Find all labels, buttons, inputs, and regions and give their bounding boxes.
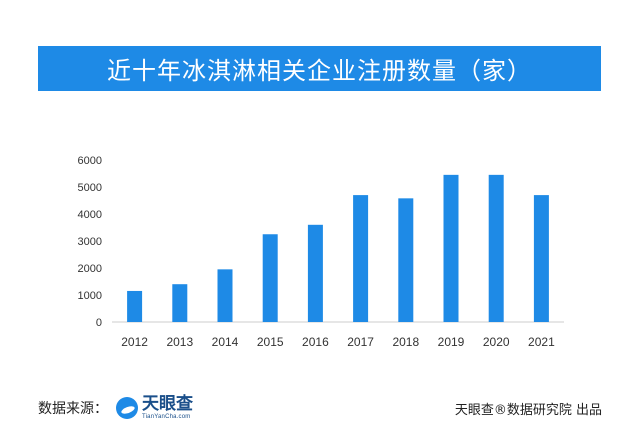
bar-2013 <box>172 284 188 322</box>
x-tick-label: 2015 <box>257 335 284 349</box>
title-banner: 近十年冰淇淋相关企业注册数量（家） <box>38 46 601 91</box>
bar-2019 <box>443 174 459 322</box>
logo-icon <box>116 397 138 419</box>
bar-2015 <box>262 234 278 322</box>
x-tick-label: 2012 <box>121 335 148 349</box>
bar-2020 <box>488 174 504 322</box>
tianyancha-logo: 天眼查 TianYanCha.com <box>116 396 193 420</box>
x-tick-label: 2021 <box>528 335 555 349</box>
y-tick-label: 3000 <box>78 236 102 248</box>
bar-2017 <box>353 195 369 322</box>
bar-2018 <box>398 198 414 322</box>
bar-2016 <box>307 224 323 322</box>
x-tick-label: 2014 <box>212 335 239 349</box>
y-tick-label: 5000 <box>78 182 102 194</box>
logo-subtext: TianYanCha.com <box>142 414 191 420</box>
x-tick-label: 2020 <box>483 335 510 349</box>
source-footer: 数据来源： 天眼查 TianYanCha.com <box>38 396 193 421</box>
y-tick-label: 6000 <box>78 155 102 167</box>
bar-2014 <box>217 269 233 322</box>
source-label: 数据来源： <box>38 401 108 417</box>
y-tick-label: 1000 <box>78 290 102 302</box>
x-tick-label: 2019 <box>438 335 465 349</box>
y-tick-label: 4000 <box>78 209 102 221</box>
x-tick-label: 2018 <box>392 335 419 349</box>
y-tick-label: 2000 <box>78 263 102 275</box>
bar-2021 <box>533 195 549 322</box>
bar-2012 <box>127 290 143 322</box>
logo-text: 天眼查 <box>142 394 193 414</box>
x-tick-label: 2017 <box>347 335 374 349</box>
credit-text: 天眼查®数据研究院 出品 <box>454 403 602 418</box>
x-tick-label: 2013 <box>166 335 193 349</box>
chart-title: 近十年冰淇淋相关企业注册数量（家） <box>107 57 532 85</box>
x-tick-label: 2016 <box>302 335 329 349</box>
y-tick-label: 0 <box>96 317 102 329</box>
